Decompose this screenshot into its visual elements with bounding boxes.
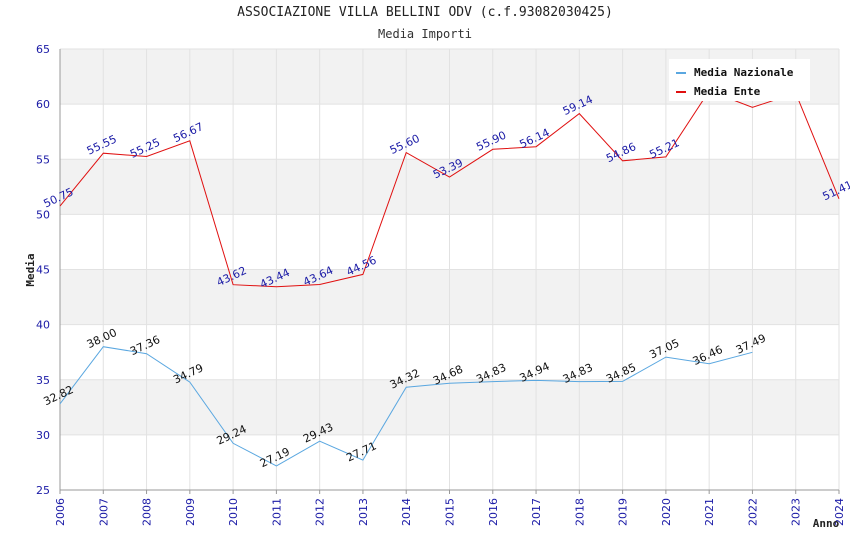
data-label: 55.25 bbox=[128, 136, 162, 161]
data-label: 55.21 bbox=[647, 136, 681, 161]
x-tick-label: 2018 bbox=[573, 498, 586, 526]
x-tick-label: 2015 bbox=[444, 498, 457, 526]
data-label: 27.19 bbox=[258, 445, 292, 470]
x-tick-label: 2009 bbox=[184, 498, 197, 526]
legend-entry: Media Ente bbox=[694, 85, 761, 98]
axes: 25 30 35 40 45 50 55 60 65 2006 2007 2008 2009 2010 20… bbox=[24, 43, 846, 530]
y-tick-label: 65 bbox=[36, 43, 50, 56]
x-tick-label: 2007 bbox=[97, 498, 110, 526]
data-label: 56.14 bbox=[518, 126, 552, 151]
x-tick-label: 2020 bbox=[660, 498, 673, 526]
x-tick-label: 2016 bbox=[487, 498, 500, 526]
x-tick-label: 2006 bbox=[54, 498, 67, 526]
data-label: 27.71 bbox=[344, 439, 378, 464]
x-tick-label: 2022 bbox=[746, 498, 759, 526]
y-tick-label: 35 bbox=[36, 374, 50, 387]
x-tick-label: 2017 bbox=[530, 498, 543, 526]
chart-subtitle: Media Importi bbox=[378, 27, 472, 41]
y-tick-label: 30 bbox=[36, 429, 50, 442]
x-tick-label: 2024 bbox=[833, 498, 846, 526]
y-tick-label: 45 bbox=[36, 264, 50, 277]
series-line-media-nazionale bbox=[59, 346, 753, 467]
legend: Media Nazionale Media Ente bbox=[669, 59, 810, 101]
data-label: 37.36 bbox=[128, 333, 162, 358]
y-tick-label: 50 bbox=[36, 208, 50, 221]
x-tick-label: 2019 bbox=[617, 498, 630, 526]
y-tick-label: 60 bbox=[36, 98, 50, 111]
x-tick-label: 2010 bbox=[227, 498, 240, 526]
y-axis-title: Media bbox=[24, 253, 37, 286]
y-tick-label: 25 bbox=[36, 484, 50, 497]
x-tick-label: 2013 bbox=[357, 498, 370, 526]
legend-entry: Media Nazionale bbox=[694, 66, 794, 79]
data-label: 55.60 bbox=[388, 132, 422, 157]
x-tick-label: 2012 bbox=[314, 498, 327, 526]
data-label: 36.46 bbox=[691, 343, 725, 368]
x-tick-label: 2014 bbox=[400, 498, 413, 526]
x-tick-label: 2011 bbox=[270, 498, 283, 526]
y-tick-label: 40 bbox=[36, 319, 50, 332]
legend-box bbox=[669, 59, 810, 101]
x-tick-label: 2008 bbox=[141, 498, 154, 526]
y-tick-label: 55 bbox=[36, 153, 50, 166]
data-label: 38.00 bbox=[85, 326, 119, 351]
x-tick-label: 2023 bbox=[790, 498, 803, 526]
x-tick-label: 2021 bbox=[703, 498, 716, 526]
x-axis-title: Anno bbox=[813, 517, 840, 530]
chart-title: ASSOCIAZIONE VILLA BELLINI ODV (c.f.9308… bbox=[237, 5, 613, 20]
